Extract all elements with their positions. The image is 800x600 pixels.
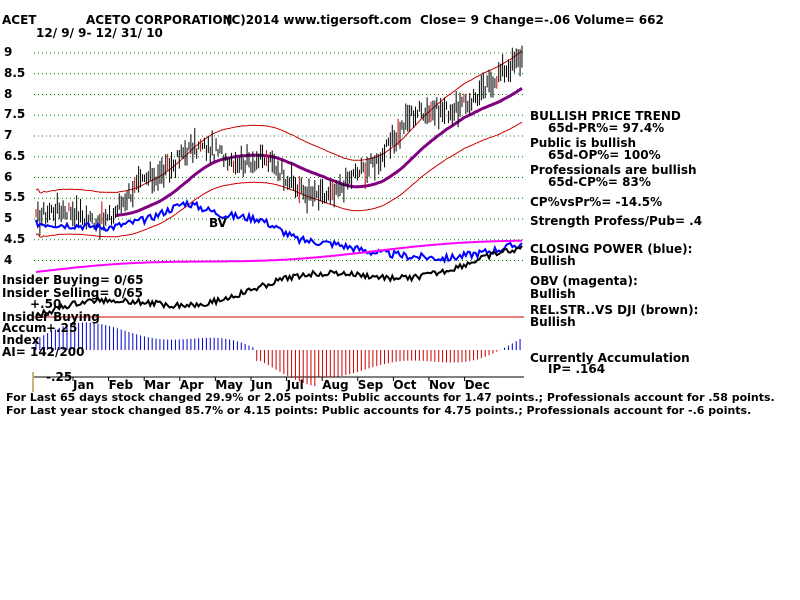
accum-label: Accum bbox=[2, 321, 47, 335]
buy-marker: BV bbox=[209, 216, 227, 230]
price-tick-label: 4 bbox=[4, 252, 13, 267]
month-label: Mar bbox=[144, 378, 171, 392]
insider-buying: Insider Buying= 0/65 bbox=[2, 273, 144, 287]
price-tick-label: 6 bbox=[4, 169, 13, 184]
accumulation-histogram bbox=[35, 322, 521, 387]
copyright: (C)2014 www.tigersoft.com bbox=[226, 13, 412, 27]
month-label: Apr bbox=[179, 378, 204, 392]
price-tick-label: 6.5 bbox=[4, 148, 26, 163]
month-label: Nov bbox=[429, 378, 456, 392]
month-label: Dec bbox=[464, 378, 490, 392]
scale-plus50: +.50 bbox=[30, 297, 62, 311]
accum-status: Currently Accumulation bbox=[530, 351, 690, 365]
month-label: Jun bbox=[251, 378, 273, 392]
closing-power-label: CLOSING POWER (blue): bbox=[530, 242, 693, 256]
lower-band bbox=[35, 121, 523, 238]
price-tick-label: 5.5 bbox=[4, 190, 26, 205]
ticker: ACET bbox=[2, 13, 37, 27]
month-label: Aug bbox=[322, 378, 349, 392]
pros-label: Professionals are bullish bbox=[530, 163, 697, 177]
trend-label: BULLISH PRICE TREND bbox=[530, 109, 681, 123]
closing-power-state: Bullish bbox=[530, 254, 576, 268]
moving-average bbox=[115, 87, 523, 218]
footer-line-2: For Last year stock changed 85.7% or 4.1… bbox=[6, 404, 752, 417]
price-bands bbox=[35, 50, 523, 238]
price-bars bbox=[35, 45, 523, 240]
insider-buying-label: Insider Buying bbox=[2, 310, 100, 324]
month-label: Sep bbox=[357, 378, 384, 392]
month-label: May bbox=[215, 378, 243, 392]
price-tick-label: 7.5 bbox=[4, 107, 26, 122]
cp-value: 65d-CP%= 83% bbox=[548, 175, 651, 189]
op-value: 65d-OP%= 100% bbox=[548, 148, 661, 162]
public-label: Public is bullish bbox=[530, 136, 637, 150]
relstr-label: REL.STR..VS DJI (brown): bbox=[530, 303, 699, 317]
insider-selling: Insider Selling= 0/65 bbox=[2, 286, 144, 300]
obv-state: Bullish bbox=[530, 287, 576, 301]
obv-label: OBV (magenta): bbox=[530, 274, 638, 288]
closing-power-line bbox=[35, 198, 523, 264]
quote-line: Close= 9 Change=-.06 Volume= 662 bbox=[420, 13, 664, 27]
footer-line-1: For Last 65 days stock changed 29.9% or … bbox=[6, 391, 775, 404]
relative-strength-line bbox=[35, 245, 523, 318]
scale-plus25: +.25 bbox=[46, 321, 78, 335]
price-tick-label: 8 bbox=[4, 86, 13, 101]
chart-grid bbox=[32, 52, 524, 392]
price-tick-label: 5 bbox=[4, 211, 13, 225]
scale-minus25: -.25 bbox=[46, 370, 73, 384]
price-tick-label: 4.5 bbox=[4, 231, 26, 246]
ai-value: AI= 142/200 bbox=[2, 345, 85, 359]
strength-value: Strength Profess/Pub= .4 bbox=[530, 214, 703, 228]
company-name: ACETO CORPORATION bbox=[86, 13, 233, 27]
obv-line bbox=[35, 239, 522, 273]
price-tick-label: 7 bbox=[4, 128, 13, 142]
month-label: Oct bbox=[393, 378, 417, 392]
closing-power-series bbox=[35, 198, 523, 264]
pr-value: 65d-PR%= 97.4% bbox=[548, 121, 665, 135]
upper-band bbox=[35, 50, 523, 194]
month-label: Jul bbox=[286, 378, 304, 392]
index-label: Index bbox=[2, 333, 40, 347]
price-tick-label: 9 bbox=[4, 45, 13, 59]
month-label: Jan bbox=[73, 378, 95, 392]
relative-strength-series bbox=[35, 245, 523, 318]
date-range: 12/ 9/ 9- 12/ 31/ 10 bbox=[36, 26, 163, 40]
month-label: Feb bbox=[108, 378, 134, 392]
ma-line bbox=[115, 87, 523, 218]
ip-value: IP= .164 bbox=[548, 362, 606, 376]
relstr-state: Bullish bbox=[530, 315, 576, 329]
cpvspr-value: CP%vsPr%= -14.5% bbox=[530, 195, 663, 209]
obv-series bbox=[35, 239, 522, 273]
price-tick-label: 8.5 bbox=[4, 65, 26, 80]
